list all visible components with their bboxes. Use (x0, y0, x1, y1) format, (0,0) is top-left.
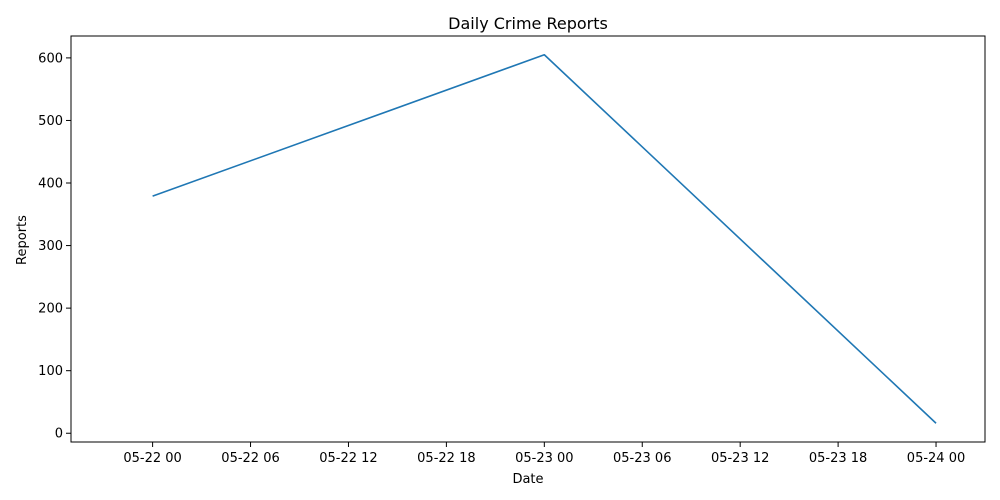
x-tick-label: 05-23 00 (515, 451, 573, 466)
plot-area (70, 35, 986, 443)
x-tick-label: 05-23 12 (711, 451, 769, 466)
y-tick-label: 0 (55, 427, 63, 442)
y-tick-label: 600 (38, 51, 63, 66)
x-tick-label: 05-23 18 (809, 451, 867, 466)
x-axis-ticks: 05-22 00 05-22 06 05-22 12 05-22 18 05-23 00… (123, 442, 965, 466)
y-tick-label: 200 (38, 302, 63, 317)
y-tick-label: 500 (38, 114, 63, 129)
y-tick-label: 100 (38, 364, 63, 379)
axes-frame (70, 35, 986, 443)
chart-title: Daily Crime Reports (448, 14, 608, 33)
y-axis-label: Reports (15, 215, 30, 265)
x-tick-label: 05-22 00 (123, 451, 181, 466)
series-line-0 (152, 53, 937, 424)
x-tick-label: 05-22 18 (417, 451, 475, 466)
x-tick-label: 05-22 06 (221, 451, 279, 466)
y-tick-label: 400 (38, 177, 63, 192)
x-tick-label: 05-22 12 (319, 451, 377, 466)
x-tick-label: 05-23 06 (613, 451, 671, 466)
y-axis-ticks: 0 100 200 300 400 500 600 (38, 51, 71, 442)
y-tick-label: 300 (38, 239, 63, 254)
x-axis-label: Date (512, 472, 543, 487)
x-tick-label: 05-24 00 (907, 451, 965, 466)
